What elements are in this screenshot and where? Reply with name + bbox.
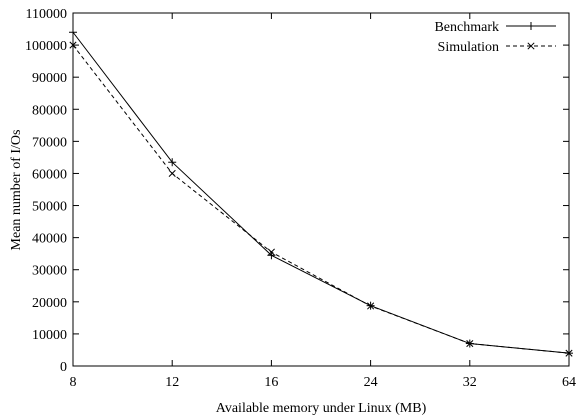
- legend-label-benchmark: Benchmark: [434, 20, 499, 35]
- legend: Benchmark Simulation: [434, 20, 556, 55]
- x-tick-label: 24: [364, 375, 378, 390]
- y-tick-label: 50000: [32, 200, 67, 215]
- y-axis: 0 10000 20000 30000 40000 50000 60000 70000 8000…: [25, 7, 569, 375]
- legend-label-simulation: Simulation: [438, 40, 499, 55]
- x-tick-label: 16: [264, 375, 278, 390]
- series-line-simulation: [72, 44, 570, 354]
- legend-marker-benchmark: [527, 22, 535, 30]
- x-tick-label: 12: [165, 375, 179, 390]
- y-tick-label: 10000: [32, 328, 67, 343]
- data-point-simulation: [367, 302, 375, 310]
- x-tick-label: 8: [70, 375, 77, 390]
- data-point-benchmark: [168, 158, 177, 167]
- y-tick-label: 100000: [25, 39, 67, 54]
- data-point-simulation: [267, 248, 275, 256]
- series-line-benchmark: [72, 31, 570, 354]
- data-point-benchmark: [69, 28, 77, 37]
- data-point-simulation: [168, 169, 176, 178]
- y-tick-label: 20000: [32, 296, 67, 311]
- legend-marker-simulation: [527, 42, 535, 50]
- data-point-simulation: [565, 349, 573, 357]
- y-tick-label: 80000: [32, 103, 67, 118]
- x-axis-label: Available memory under Linux (MB): [216, 401, 427, 416]
- y-tick-label: 60000: [32, 167, 67, 182]
- x-axis: 8 12 16 24 32 64: [70, 13, 576, 390]
- x-tick-label: 32: [463, 375, 477, 390]
- y-tick-label: 70000: [32, 135, 67, 150]
- y-tick-label: 40000: [32, 232, 67, 247]
- y-tick-label: 0: [60, 360, 67, 375]
- y-tick-label: 110000: [26, 7, 67, 22]
- data-point-simulation: [69, 41, 77, 49]
- plot-frame: [72, 12, 570, 367]
- series-group: [69, 28, 573, 358]
- y-tick-label: 90000: [32, 71, 67, 86]
- data-point-simulation: [466, 339, 474, 348]
- y-axis-label: Mean number of I/Os: [9, 130, 24, 251]
- x-tick-label: 64: [562, 375, 576, 390]
- y-tick-label: 30000: [32, 264, 67, 279]
